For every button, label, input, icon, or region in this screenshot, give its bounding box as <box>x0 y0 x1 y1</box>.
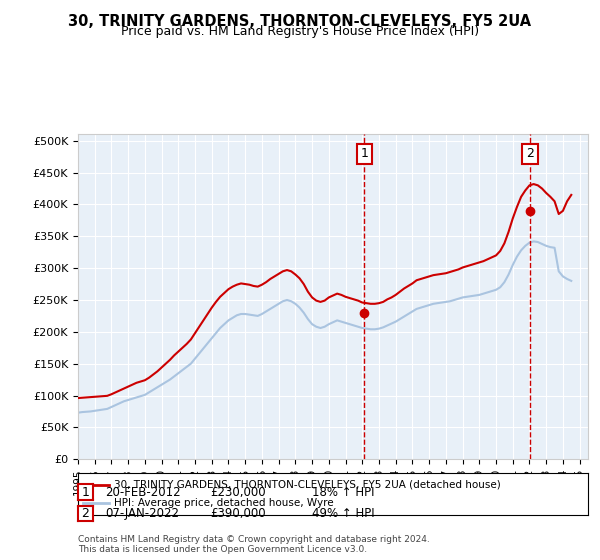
Text: Contains HM Land Registry data © Crown copyright and database right 2024.
This d: Contains HM Land Registry data © Crown c… <box>78 535 430 554</box>
Text: 20-FEB-2012: 20-FEB-2012 <box>105 486 181 499</box>
Text: 1: 1 <box>361 147 368 160</box>
Text: 49% ↑ HPI: 49% ↑ HPI <box>312 507 374 520</box>
Text: 30, TRINITY GARDENS, THORNTON-CLEVELEYS, FY5 2UA: 30, TRINITY GARDENS, THORNTON-CLEVELEYS,… <box>68 14 532 29</box>
Text: HPI: Average price, detached house, Wyre: HPI: Average price, detached house, Wyre <box>114 498 334 508</box>
Text: £390,000: £390,000 <box>210 507 266 520</box>
Text: 1: 1 <box>82 486 89 499</box>
Text: 18% ↑ HPI: 18% ↑ HPI <box>312 486 374 499</box>
Text: 30, TRINITY GARDENS, THORNTON-CLEVELEYS, FY5 2UA (detached house): 30, TRINITY GARDENS, THORNTON-CLEVELEYS,… <box>114 480 500 490</box>
Text: £230,000: £230,000 <box>210 486 266 499</box>
Text: 2: 2 <box>526 147 534 160</box>
Text: 2: 2 <box>82 507 89 520</box>
Text: 07-JAN-2022: 07-JAN-2022 <box>105 507 179 520</box>
Text: Price paid vs. HM Land Registry's House Price Index (HPI): Price paid vs. HM Land Registry's House … <box>121 25 479 38</box>
